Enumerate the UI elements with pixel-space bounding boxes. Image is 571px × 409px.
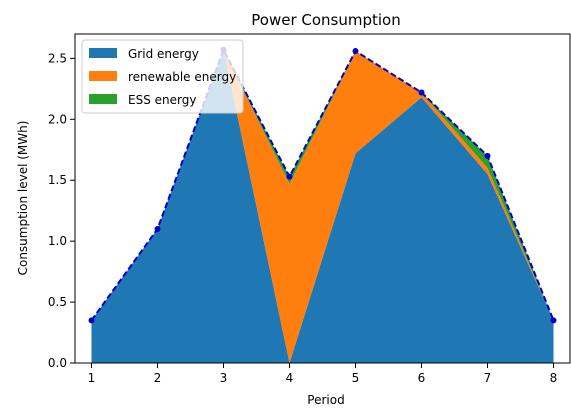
legend-swatch-ess xyxy=(89,94,117,104)
y-tick-label: 2.5 xyxy=(48,51,67,65)
total-point-8 xyxy=(550,317,557,324)
x-tick-label: 7 xyxy=(484,371,492,385)
y-tick-label: 0.5 xyxy=(48,295,67,309)
legend-swatch-renewable xyxy=(89,71,117,81)
legend-box xyxy=(81,39,244,114)
x-tick-label: 1 xyxy=(88,371,96,385)
x-tick-label: 3 xyxy=(220,371,228,385)
legend-label-ess: ESS energy xyxy=(128,93,196,107)
total-point-5 xyxy=(352,48,359,55)
legend-label-renewable: renewable energy xyxy=(128,70,236,84)
plot-frame xyxy=(74,33,571,364)
y-tick-label: 0.0 xyxy=(48,356,67,370)
x-tick-label: 2 xyxy=(154,371,162,385)
total-point-2 xyxy=(154,225,161,232)
y-axis-ticks: 0.0 0.5 1.0 1.5 2.0 2.5 xyxy=(48,51,75,370)
legend: Grid energy renewable energy ESS energy xyxy=(81,39,244,114)
x-tick-label: 5 xyxy=(352,371,360,385)
x-tick-label: 4 xyxy=(286,371,294,385)
x-axis-ticks: 1 2 3 4 5 6 7 8 xyxy=(88,363,558,385)
legend-swatch-grid xyxy=(89,48,117,58)
total-point-7 xyxy=(484,152,491,159)
x-tick-label: 8 xyxy=(550,371,558,385)
area-series-1 xyxy=(91,49,554,364)
y-axis-label: Consumption level (MWh) xyxy=(16,121,30,276)
y-tick-label: 2.0 xyxy=(48,112,67,126)
x-tick-label: 6 xyxy=(418,371,426,385)
total-point-6 xyxy=(418,89,425,96)
x-axis-label: Period xyxy=(307,393,344,407)
area-series-0 xyxy=(91,49,554,364)
chart-title: Power Consumption xyxy=(251,11,400,29)
area-layer xyxy=(91,49,554,364)
y-tick-label: 1.5 xyxy=(48,173,67,187)
total-point-4 xyxy=(286,173,293,180)
legend-label-grid: Grid energy xyxy=(128,47,199,61)
total-consumption-line xyxy=(90,47,555,321)
total-point-1 xyxy=(88,317,95,324)
y-tick-label: 1.0 xyxy=(48,234,67,248)
